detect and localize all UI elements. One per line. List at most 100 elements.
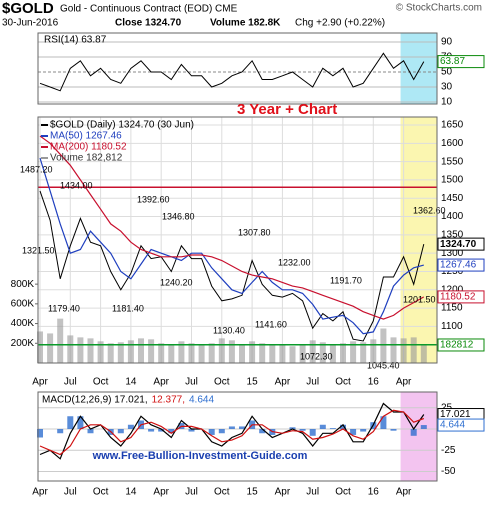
y-tick-label: -50 (441, 466, 456, 477)
volume-bar (309, 340, 316, 363)
histogram-bar (158, 429, 165, 432)
volume-bar (57, 318, 64, 363)
x-tick-label: Jul (64, 487, 77, 498)
macd-title: MACD(12,26,9) 17.021, (42, 395, 148, 406)
y2-tick-label: 200K (11, 338, 35, 349)
moving-average (39, 157, 424, 335)
y-tick-label: 90 (441, 37, 453, 48)
x-tick-label: Oct (335, 487, 351, 498)
histogram-bar (360, 429, 367, 432)
volume-bar (360, 342, 367, 363)
ma-tag: 1267.46 (440, 260, 477, 271)
histogram-bar (319, 424, 326, 429)
histogram-bar (390, 429, 397, 431)
histogram-bar (289, 427, 296, 429)
y-tick-label: 1500 (441, 175, 464, 186)
price-label: 1434.00 (60, 180, 93, 190)
x-tick-label: Oct (93, 487, 109, 498)
x-tick-label: Apr (275, 487, 291, 498)
volume-bar (340, 343, 346, 363)
price-label: 1191.70 (330, 275, 362, 285)
x-tick-label: 14 (125, 377, 137, 388)
legend-label: MA(50) 1267.46 (50, 131, 122, 142)
x-tick-label: 16 (368, 487, 380, 498)
y-tick-label: 1200 (441, 284, 464, 295)
histogram-bar (87, 429, 94, 434)
volume-bar (259, 343, 266, 363)
histogram-bar (410, 429, 417, 436)
x-tick-label: Apr (153, 377, 169, 388)
volume-bar (138, 338, 144, 363)
price-label: 1232.00 (278, 257, 311, 267)
highlight-region (400, 33, 437, 104)
volume-tag: 182812 (440, 340, 474, 351)
x-tick-label: Oct (214, 487, 230, 498)
x-tick-label: 14 (125, 487, 137, 498)
volume-bar (107, 343, 114, 363)
histogram-bar (188, 429, 195, 432)
signal-line (39, 409, 425, 456)
macd-line (39, 402, 425, 460)
macd-tag-box (437, 418, 485, 432)
rsi-line (39, 52, 425, 92)
rsi-tag: 63.87 (440, 56, 465, 67)
y-tick-label: 1650 (441, 120, 464, 131)
histogram-bar (168, 429, 175, 434)
volume-bar (67, 335, 74, 363)
histogram-bar (218, 429, 225, 434)
volume: Volume 182.8K (210, 18, 281, 29)
histogram-bar (350, 429, 357, 435)
x-tick-label: Oct (93, 377, 109, 388)
volume-bar (279, 345, 286, 363)
x-tick-label: Jul (306, 487, 319, 498)
y-tick-label: 30 (441, 82, 453, 93)
price-label: 1072.30 (300, 351, 333, 361)
legend-label: $GOLD (Daily) 1324.70 (30 Jun) (50, 120, 194, 131)
x-tick-label: Apr (32, 487, 48, 498)
date: 30-Jun-2016 (2, 18, 59, 29)
volume-bar (420, 344, 427, 363)
histogram-bar (309, 429, 316, 436)
close: Close 1324.70 (115, 18, 182, 29)
volume-bar (127, 340, 134, 363)
volume-bar (289, 346, 296, 363)
volume-bar (47, 333, 54, 363)
volume-bar (117, 342, 124, 363)
macd-title: 12.377, (152, 395, 185, 406)
volume-bar (168, 344, 175, 363)
volume-bar (198, 345, 205, 363)
y2-tick-label: 600K (11, 298, 35, 309)
x-tick-label: Apr (396, 377, 412, 388)
legend-label: MA(200) 1180.52 (50, 142, 127, 153)
volume-bar (249, 341, 256, 363)
chart-annotation: 3 Year + Chart (237, 101, 337, 118)
x-tick-label: Jul (306, 377, 319, 388)
price-label: 1307.80 (238, 227, 271, 237)
histogram-bar (127, 424, 134, 429)
price-label: 1240.20 (160, 277, 193, 287)
y-tick-label: 1100 (441, 321, 463, 332)
instrument-name: Gold - Continuous Contract (EOD) CME (60, 4, 238, 15)
histogram-bar (57, 429, 64, 434)
ma-tag-box (437, 290, 485, 304)
histogram-bar (208, 429, 215, 435)
footer-url: www.Free-Bullion-Investment-Guide.com (92, 450, 308, 462)
histogram-bar (340, 424, 346, 429)
volume-bar (269, 344, 276, 363)
x-tick-label: Jul (64, 377, 77, 388)
source: © StockCharts.com (396, 3, 482, 14)
histogram-bar (148, 429, 155, 432)
y-tick-label: 1350 (441, 229, 464, 240)
y-tick-label: 1150 (441, 303, 463, 314)
y-tick-label: 1400 (441, 211, 464, 222)
x-tick-label: 15 (247, 487, 259, 498)
histogram-bar (239, 426, 245, 429)
volume-tag-box (437, 338, 485, 352)
volume-bar (87, 338, 94, 363)
moving-average (39, 135, 425, 320)
volume-bar (178, 341, 185, 363)
volume-bar (208, 343, 215, 363)
legend-label: Volume 182,812 (50, 153, 123, 164)
y2-tick-label: 800K (11, 279, 35, 290)
histogram-bar (77, 416, 84, 429)
